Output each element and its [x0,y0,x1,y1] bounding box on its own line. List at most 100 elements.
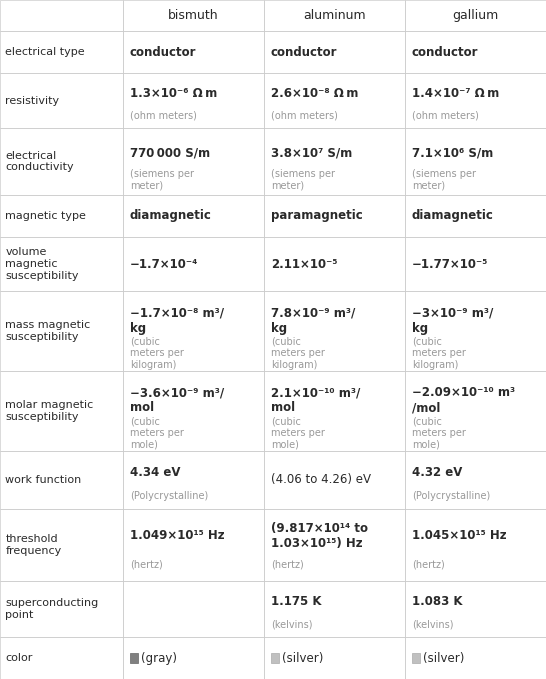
Text: (hertz): (hertz) [130,559,163,570]
Bar [405,581,546,637]
Text: 2.6×10⁻⁸ Ω m: 2.6×10⁻⁸ Ω m [271,87,358,100]
Text: color: color [5,653,33,663]
Bar [123,509,264,581]
Bar [405,371,546,451]
Bar [123,451,264,509]
Bar [264,509,405,581]
Bar [405,195,546,237]
Text: conductor: conductor [412,46,478,59]
Bar [264,237,405,291]
Bar [123,73,264,128]
Bar [0,195,123,237]
Bar [123,31,264,73]
Text: resistivity: resistivity [5,96,60,106]
Text: 770 000 S/m: 770 000 S/m [130,146,210,159]
Text: (4.06 to 4.26) eV: (4.06 to 4.26) eV [271,473,371,486]
Bar [0,31,123,73]
Text: −2.09×10⁻¹⁰ m³
/mol: −2.09×10⁻¹⁰ m³ /mol [412,386,515,414]
Text: superconducting
point: superconducting point [5,598,99,620]
Bar [0,637,123,679]
Text: volume
magnetic
susceptibility: volume magnetic susceptibility [5,247,79,280]
Text: work function: work function [5,475,82,485]
Bar [0,451,123,509]
Bar [405,31,546,73]
Bar [271,653,279,663]
Text: 4.34 eV: 4.34 eV [130,466,180,479]
Text: (ohm meters): (ohm meters) [130,111,197,121]
Bar [264,0,405,31]
Text: (cubic
meters per
mole): (cubic meters per mole) [412,416,466,449]
Bar [0,128,123,195]
Bar [123,195,264,237]
Text: electrical type: electrical type [5,48,85,58]
Text: gallium: gallium [452,10,498,22]
Text: (siemens per
meter): (siemens per meter) [412,169,476,191]
Text: 1.4×10⁻⁷ Ω m: 1.4×10⁻⁷ Ω m [412,87,499,100]
Text: (hertz): (hertz) [271,559,304,570]
Text: mass magnetic
susceptibility: mass magnetic susceptibility [5,320,91,342]
Bar [264,73,405,128]
Text: (cubic
meters per
kilogram): (cubic meters per kilogram) [412,337,466,370]
Bar [264,371,405,451]
Bar [0,371,123,451]
Text: diamagnetic: diamagnetic [412,209,494,222]
Bar [123,0,264,31]
Text: 1.049×10¹⁵ Hz: 1.049×10¹⁵ Hz [130,529,224,542]
Bar [264,581,405,637]
Bar [405,637,546,679]
Text: (Polycrystalline): (Polycrystalline) [412,492,490,501]
Text: (cubic
meters per
kilogram): (cubic meters per kilogram) [130,337,184,370]
Bar [405,0,546,31]
Text: −1.77×10⁻⁵: −1.77×10⁻⁵ [412,257,488,270]
Text: (cubic
meters per
kilogram): (cubic meters per kilogram) [271,337,325,370]
Text: (hertz): (hertz) [412,559,444,570]
Bar [0,291,123,371]
Text: paramagnetic: paramagnetic [271,209,363,222]
Text: (9.817×10¹⁴ to
1.03×10¹⁵) Hz: (9.817×10¹⁴ to 1.03×10¹⁵) Hz [271,521,368,549]
Text: 7.1×10⁶ S/m: 7.1×10⁶ S/m [412,146,493,159]
Text: (ohm meters): (ohm meters) [412,111,478,121]
Bar [264,195,405,237]
Text: (kelvins): (kelvins) [412,620,453,629]
Text: (siemens per
meter): (siemens per meter) [130,169,194,191]
Text: 1.083 K: 1.083 K [412,595,462,608]
Text: 1.3×10⁻⁶ Ω m: 1.3×10⁻⁶ Ω m [130,87,217,100]
Bar [0,509,123,581]
Text: 1.175 K: 1.175 K [271,595,321,608]
Text: (silver): (silver) [423,652,464,665]
Text: −1.7×10⁻⁸ m³/
kg: −1.7×10⁻⁸ m³/ kg [130,307,224,335]
Text: (cubic
meters per
mole): (cubic meters per mole) [271,416,325,449]
Bar [0,0,123,31]
Bar [264,128,405,195]
Bar [405,237,546,291]
Bar [412,653,420,663]
Text: conductor: conductor [130,46,197,59]
Text: threshold
frequency: threshold frequency [5,534,62,555]
Text: molar magnetic
susceptibility: molar magnetic susceptibility [5,400,94,422]
Text: −1.7×10⁻⁴: −1.7×10⁻⁴ [130,257,198,270]
Bar [264,31,405,73]
Text: 2.11×10⁻⁵: 2.11×10⁻⁵ [271,257,337,270]
Text: (kelvins): (kelvins) [271,620,312,629]
Text: 1.045×10¹⁵ Hz: 1.045×10¹⁵ Hz [412,529,506,542]
Text: aluminum: aluminum [303,10,365,22]
Text: bismuth: bismuth [168,10,218,22]
Bar [264,637,405,679]
Text: diamagnetic: diamagnetic [130,209,212,222]
Bar [405,73,546,128]
Text: 7.8×10⁻⁹ m³/
kg: 7.8×10⁻⁹ m³/ kg [271,307,355,335]
Text: electrical
conductivity: electrical conductivity [5,151,74,172]
Bar [405,291,546,371]
Text: conductor: conductor [271,46,337,59]
Text: (silver): (silver) [282,652,323,665]
Bar [405,451,546,509]
Bar [123,128,264,195]
Text: (siemens per
meter): (siemens per meter) [271,169,335,191]
Text: −3×10⁻⁹ m³/
kg: −3×10⁻⁹ m³/ kg [412,307,493,335]
Bar [123,291,264,371]
Bar [0,581,123,637]
Bar [130,653,138,663]
Text: (gray): (gray) [141,652,177,665]
Bar [123,637,264,679]
Bar [0,237,123,291]
